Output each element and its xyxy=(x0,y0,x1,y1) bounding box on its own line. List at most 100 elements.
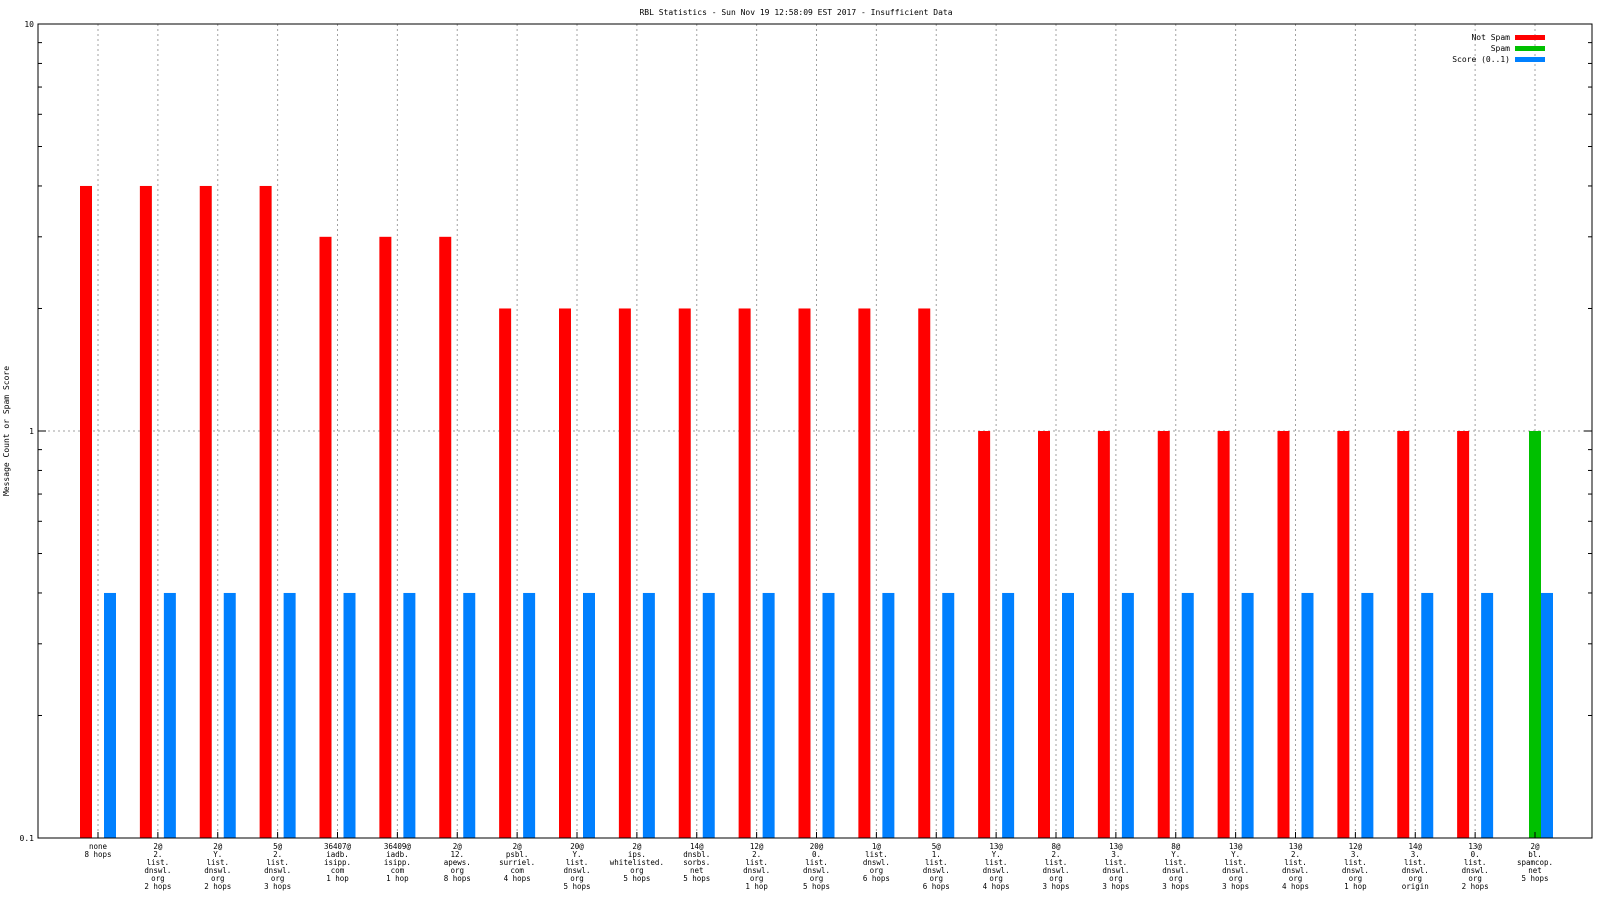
x-tick-label: org xyxy=(1289,874,1303,883)
x-tick-label: org xyxy=(271,874,285,883)
x-tick-label: dnswl. xyxy=(1222,866,1249,875)
bar-score xyxy=(762,592,775,838)
x-tick-label: 6 hops xyxy=(863,874,890,883)
x-tick-label: 0. xyxy=(812,850,821,859)
x-tick-label: 12. xyxy=(450,850,464,859)
x-tick-label: dnswl. xyxy=(743,866,770,875)
x-tick-label: ips. xyxy=(628,850,646,859)
bar-score xyxy=(822,592,835,838)
legend-label: Not Spam xyxy=(1471,33,1510,42)
x-tick-label: 1. xyxy=(932,850,941,859)
x-tick-label: dnswl. xyxy=(803,866,830,875)
bar-score xyxy=(1241,592,1254,838)
x-tick-label: iadb. xyxy=(326,850,349,859)
bar-not-spam xyxy=(978,431,991,838)
x-tick-label: 8@ xyxy=(1051,842,1061,851)
legend-swatch xyxy=(1515,35,1545,40)
legend: Not Spam Spam Score (0..1) xyxy=(1452,33,1545,64)
x-tick-label: org xyxy=(570,874,584,883)
x-tick-label: dnswl. xyxy=(1042,866,1069,875)
x-tick-label: list. xyxy=(1404,858,1427,867)
x-tick-label: org xyxy=(1468,874,1482,883)
bar-score xyxy=(163,592,176,838)
bar-not-spam xyxy=(319,236,332,838)
x-tick-label: org xyxy=(450,866,464,875)
x-tick-label: 3 hops xyxy=(264,882,291,891)
x-tick-label: org xyxy=(1049,874,1063,883)
x-tick-label: list. xyxy=(206,858,229,867)
x-tick-label: 14@ xyxy=(1408,842,1422,851)
x-tick-label: psbl. xyxy=(506,850,529,859)
legend-swatch xyxy=(1515,46,1545,51)
x-tick-label: org xyxy=(151,874,165,883)
x-tick-label: 2. xyxy=(273,850,282,859)
x-tick-label: org xyxy=(810,874,824,883)
x-tick-label: list. xyxy=(1164,858,1187,867)
x-tick-label: origin xyxy=(1402,882,1429,891)
x-tick-label: isipp. xyxy=(324,858,351,867)
x-tick-label: surriel. xyxy=(499,858,535,867)
bars xyxy=(80,185,1553,839)
x-tick-label: 36409@ xyxy=(384,842,412,851)
bar-not-spam xyxy=(259,185,272,839)
bar-not-spam xyxy=(499,308,512,838)
x-tick-label: 2@ xyxy=(632,842,642,851)
x-tick-label: 4 hops xyxy=(1282,882,1309,891)
x-tick-label: 3 hops xyxy=(1102,882,1129,891)
bar-score xyxy=(882,592,895,838)
bar-not-spam xyxy=(80,185,92,839)
x-tick-label: iadb. xyxy=(386,850,409,859)
x-tick-label: Y. xyxy=(1171,850,1180,859)
x-tick-label: whitelisted. xyxy=(610,858,664,867)
x-tick-label: isipp. xyxy=(384,858,411,867)
bar-score xyxy=(283,592,296,838)
x-tick-label: org xyxy=(870,866,884,875)
bar-score xyxy=(1481,592,1494,838)
x-tick-label: dnswl. xyxy=(1102,866,1129,875)
x-tick-label: list. xyxy=(1344,858,1367,867)
x-tick-label: 2. xyxy=(1051,850,1060,859)
x-tick-label: dnswl. xyxy=(863,858,890,867)
bar-score xyxy=(1002,592,1015,838)
y-tick-label: 0.1 xyxy=(20,834,35,843)
x-tick-label: Y. xyxy=(213,850,222,859)
x-tick-label: list. xyxy=(745,858,768,867)
x-tick-label: 2@ xyxy=(513,842,523,851)
x-tick-label: 2@ xyxy=(213,842,223,851)
x-tick-label: 2 hops xyxy=(204,882,231,891)
x-tick-label: 2@ xyxy=(1530,842,1540,851)
y-tick-label: 1 xyxy=(29,427,34,436)
x-tick-label: 2. xyxy=(1291,850,1300,859)
x-tick-label: 8@ xyxy=(1171,842,1181,851)
x-tick-label: list. xyxy=(865,850,888,859)
x-tick-label: 0. xyxy=(1471,850,1480,859)
bar-not-spam xyxy=(798,308,811,838)
x-tick-label: 5@ xyxy=(273,842,283,851)
x-tick-label: 5 hops xyxy=(1521,874,1548,883)
x-tick-label: dnswl. xyxy=(204,866,231,875)
x-tick-label: dnswl. xyxy=(264,866,291,875)
x-tick-label: 3. xyxy=(1411,850,1420,859)
x-tick-label: list. xyxy=(925,858,948,867)
bar-score xyxy=(223,592,236,838)
bar-not-spam xyxy=(199,185,212,839)
x-tick-label: dnswl. xyxy=(1162,866,1189,875)
x-tick-label: 12@ xyxy=(1349,842,1363,851)
x-tick-label: org xyxy=(211,874,225,883)
x-tick-label: 5@ xyxy=(932,842,942,851)
x-tick-label: 20@ xyxy=(810,842,824,851)
x-tick-label: 2. xyxy=(153,850,162,859)
x-tick-label: list. xyxy=(985,858,1008,867)
x-tick-label: list. xyxy=(566,858,589,867)
x-tick-label: dnswl. xyxy=(144,866,171,875)
bar-score xyxy=(1301,592,1314,838)
bar-not-spam xyxy=(1397,431,1410,838)
bar-not-spam xyxy=(1157,431,1170,838)
bar-not-spam xyxy=(1277,431,1290,838)
x-tick-label: list. xyxy=(1284,858,1307,867)
x-tick-label: com xyxy=(391,866,405,875)
x-tick-label: 4 hops xyxy=(983,882,1010,891)
x-tick-label: dnswl. xyxy=(923,866,950,875)
x-tick-label: 5 hops xyxy=(623,874,650,883)
x-tick-label: list. xyxy=(1464,858,1487,867)
